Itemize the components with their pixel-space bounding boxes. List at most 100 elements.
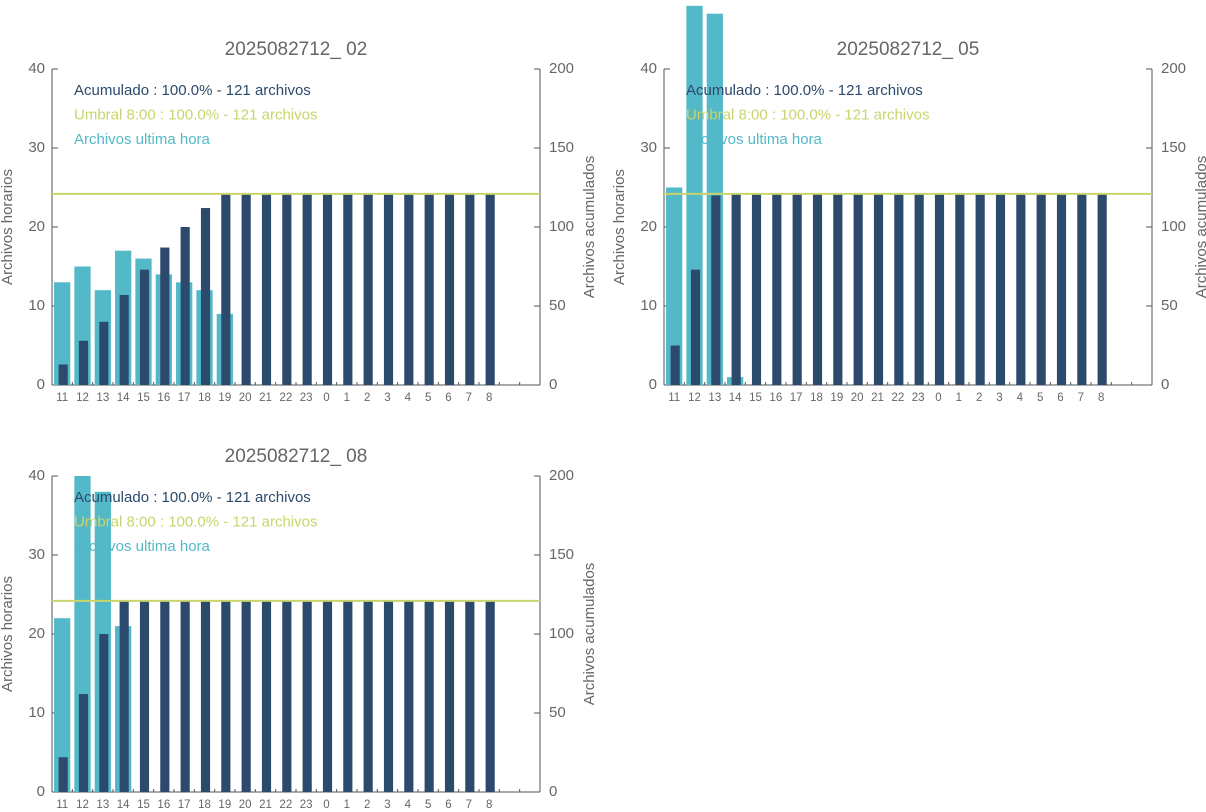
cumulative-bar [180,227,190,385]
cumulative-bar [322,600,333,792]
x-tick-label: 12 [688,392,701,404]
x-tick-label: 23 [912,392,925,404]
y-tick-label: 40 [640,60,657,77]
y-tick-label: 30 [640,139,657,156]
y2-axis-title: Archivos acumulados [581,156,598,299]
legend-entry: Umbral 8:00 : 100.0% - 121 archivos [74,513,317,530]
x-tick-label: 13 [96,799,109,811]
x-tick-label: 21 [871,392,884,404]
x-tick-label: 1 [956,392,962,404]
x-tick-label: 4 [405,392,412,404]
x-tick-label: 2 [976,392,982,404]
x-tick-label: 15 [749,392,762,404]
y-tick-label: 20 [28,625,45,642]
cumulative-bar [914,193,924,385]
legend-entry: Acumulado : 100.0% - 121 archivos [686,82,923,99]
hourly-bar [666,187,683,385]
y-tick-label: 0 [37,783,45,800]
x-tick-label: 15 [137,392,150,404]
x-tick-label: 11 [56,799,68,811]
cumulative-bar [139,600,150,792]
cumulative-bar [812,193,823,385]
x-tick-label: 3 [384,392,390,404]
x-tick-label: 0 [323,799,329,811]
legend-entry: Acumulado : 100.0% - 121 archivos [74,82,311,99]
cumulative-bar [200,600,211,792]
legend-entry: Acumulado : 100.0% - 121 archivos [74,489,311,506]
x-tick-label: 18 [198,392,211,404]
cumulative-bar [772,193,782,385]
x-tick-label: 16 [157,799,170,811]
cumulative-bar [343,600,353,792]
y2-tick-label: 50 [549,297,566,314]
cumulative-bar [221,193,231,385]
cumulative-bar [853,193,863,385]
cumulative-bar [444,600,455,792]
cumulative-bar [58,364,68,385]
x-tick-label: 3 [996,392,1002,404]
y-tick-label: 10 [640,297,657,314]
x-tick-label: 14 [117,799,130,811]
x-tick-label: 2 [364,799,370,811]
cumulative-bar [282,600,292,792]
cumulative-bar [444,193,455,385]
y-tick-label: 20 [640,218,657,235]
y2-tick-label: 150 [1161,139,1186,156]
x-tick-label: 11 [56,392,68,404]
cumulative-bar [1077,193,1087,385]
y2-tick-label: 150 [549,139,574,156]
cumulative-bar [302,600,312,792]
y2-tick-label: 200 [1161,60,1186,77]
cumulative-bar [424,193,434,385]
x-tick-label: 6 [1057,392,1063,404]
cumulative-bar [221,600,231,792]
cumulative-bar [160,247,170,385]
cumulative-bar [282,193,292,385]
x-tick-label: 8 [1098,392,1104,404]
cumulative-bar [99,321,109,385]
hourly-bar [54,282,71,385]
y-tick-label: 30 [28,546,45,563]
x-tick-label: 18 [810,392,823,404]
x-tick-label: 13 [96,392,109,404]
x-tick-label: 17 [178,799,191,811]
cumulative-bar [363,193,373,385]
cumulative-bar [1056,193,1067,385]
y-tick-label: 40 [28,60,45,77]
y2-tick-label: 0 [1161,376,1169,393]
x-tick-label: 16 [157,392,170,404]
cumulative-bar [424,600,434,792]
y-axis-title: Archivos horarios [0,169,16,285]
cumulative-bar [670,345,680,385]
legend-entry: Umbral 8:00 : 100.0% - 121 archivos [74,106,317,123]
x-tick-label: 23 [300,799,313,811]
legend-entry: Archivos ultima hora [74,131,211,148]
cumulative-bar [383,600,394,792]
x-tick-label: 21 [259,799,272,811]
cumulative-bar [119,600,129,792]
cumulative-bar [751,193,762,385]
x-tick-label: 6 [445,799,451,811]
subplot: 2025082712_ 08010203040050100150200Archi… [0,446,598,811]
cumulative-bar [873,193,884,385]
cumulative-bar [975,193,985,385]
cumulative-bar [690,269,701,385]
x-tick-label: 4 [405,799,412,811]
x-tick-label: 22 [279,392,292,404]
y2-tick-label: 150 [549,546,574,563]
x-tick-label: 21 [259,392,272,404]
x-tick-label: 17 [178,392,191,404]
x-tick-label: 22 [279,799,292,811]
chart-title: 2025082712_ 08 [225,446,368,467]
x-tick-label: 1 [344,392,350,404]
y2-tick-label: 0 [549,376,557,393]
chart-title: 2025082712_ 05 [837,39,980,60]
y2-tick-label: 0 [549,783,557,800]
x-tick-label: 7 [1078,392,1084,404]
x-tick-label: 12 [76,392,89,404]
y-tick-label: 10 [28,297,45,314]
y-tick-label: 30 [28,139,45,156]
x-tick-label: 18 [198,799,211,811]
x-tick-label: 7 [466,799,472,811]
